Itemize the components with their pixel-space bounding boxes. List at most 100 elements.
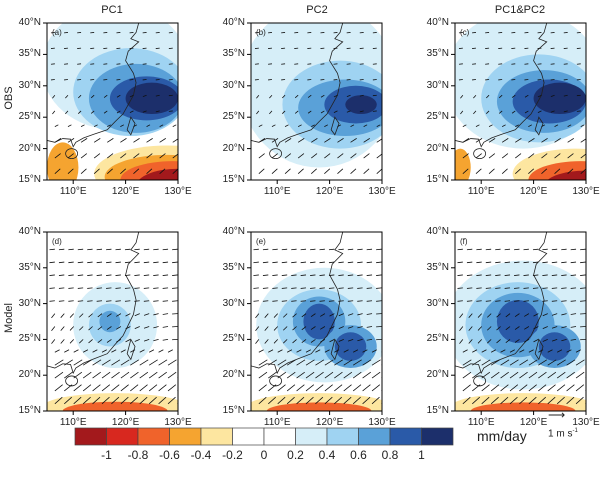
wind-vector xyxy=(300,248,307,251)
wind-vector xyxy=(87,248,93,251)
wind-vector xyxy=(524,339,530,343)
wind-vector xyxy=(116,313,122,317)
wind-vector xyxy=(310,300,316,302)
wind-vector xyxy=(97,313,103,318)
map-frame xyxy=(454,231,587,412)
wind-vector xyxy=(532,287,539,289)
wind-vector xyxy=(376,287,382,289)
wind-vector xyxy=(496,339,501,344)
colorbar-tick-label: -0.8 xyxy=(127,448,149,462)
wind-vector xyxy=(158,384,167,392)
wind-vector xyxy=(460,94,464,99)
wind-vector xyxy=(286,349,293,353)
wind-vector xyxy=(466,261,473,264)
wind-vector xyxy=(514,339,520,343)
wind-vector xyxy=(357,261,363,264)
wind-vector xyxy=(172,124,177,127)
lon-tick-label: 110°E xyxy=(467,186,495,197)
wind-vector xyxy=(272,287,278,289)
wind-vector xyxy=(82,349,89,353)
wind-vector xyxy=(352,371,362,379)
wind-vector xyxy=(319,248,325,251)
wind-vector xyxy=(258,371,268,379)
wind-vector xyxy=(381,377,382,379)
wind-vector xyxy=(103,94,108,98)
wind-vector xyxy=(58,261,65,264)
wind-vector xyxy=(111,349,117,353)
wind-vector xyxy=(54,384,63,392)
wind-vector xyxy=(329,326,335,330)
wind-vector xyxy=(272,274,278,276)
wind-vector xyxy=(297,168,304,175)
wind-vector xyxy=(501,124,506,127)
wind-vector xyxy=(106,261,112,264)
wind-vector xyxy=(363,168,370,175)
wind-vector xyxy=(310,287,316,289)
wind-vector xyxy=(472,396,480,405)
wind-vector xyxy=(561,274,567,276)
wind-vector xyxy=(462,138,470,143)
wind-vector xyxy=(509,359,519,366)
wind-vector xyxy=(49,261,55,264)
wind-vector xyxy=(125,313,131,317)
map-panel-d xyxy=(43,231,179,415)
colorbar-box xyxy=(232,427,265,446)
wind-vector xyxy=(283,313,288,318)
wind-vector xyxy=(69,326,75,331)
panel-letter: (b) xyxy=(256,28,266,37)
lat-tick-label: 35°N xyxy=(18,48,41,60)
taiwan-island xyxy=(330,116,340,136)
hainan-island xyxy=(269,148,283,160)
wind-vector xyxy=(376,261,382,264)
wind-vector xyxy=(60,339,65,344)
wind-vector xyxy=(347,313,354,316)
wind-vector xyxy=(73,396,82,405)
wind-vector xyxy=(528,168,535,175)
wind-vector xyxy=(334,371,343,379)
wind-vector xyxy=(133,153,140,159)
lon-tick-label: 130°E xyxy=(164,186,192,197)
lon-tick-label: 110°E xyxy=(59,186,87,197)
wind-vector xyxy=(305,371,315,379)
wind-vector xyxy=(457,274,463,276)
wind-vector xyxy=(172,248,178,251)
wind-vector xyxy=(93,168,100,175)
wind-vector xyxy=(107,124,111,127)
wind-vector xyxy=(366,326,373,328)
wind-vector xyxy=(575,384,585,392)
wind-vector xyxy=(580,261,586,264)
wind-vector xyxy=(585,402,586,405)
wind-vector xyxy=(271,168,278,175)
wind-vector xyxy=(324,371,334,379)
wind-vector xyxy=(54,349,60,353)
wind-vector xyxy=(567,138,574,143)
colorbar-box xyxy=(295,427,328,446)
wind-vector xyxy=(148,349,155,353)
wind-vector xyxy=(481,359,491,366)
wind-vector xyxy=(300,287,307,289)
wind-vector xyxy=(337,153,344,159)
wind-vector xyxy=(311,153,318,159)
lat-tick-label: 40°N xyxy=(426,17,449,28)
wind-vector xyxy=(366,287,373,289)
wind-vector xyxy=(300,261,307,264)
wind-vector xyxy=(481,384,490,392)
wind-vector xyxy=(542,274,548,276)
wind-vector xyxy=(155,94,160,97)
wind-vector xyxy=(362,349,368,353)
wind-vector xyxy=(258,349,264,353)
wind-vector xyxy=(281,287,288,289)
wind-vector xyxy=(129,110,134,114)
wind-vector xyxy=(297,124,302,127)
wind-vector xyxy=(281,248,288,251)
map-frame xyxy=(46,22,179,181)
wind-vector xyxy=(488,138,496,143)
wind-vector xyxy=(538,349,544,353)
wind-vector xyxy=(134,300,140,302)
wind-vector xyxy=(268,359,277,366)
wind-vector xyxy=(258,359,268,366)
wind-vector xyxy=(556,359,566,366)
wind-vector xyxy=(500,349,506,353)
wind-vector xyxy=(134,326,140,330)
colorbar-box xyxy=(358,427,391,446)
